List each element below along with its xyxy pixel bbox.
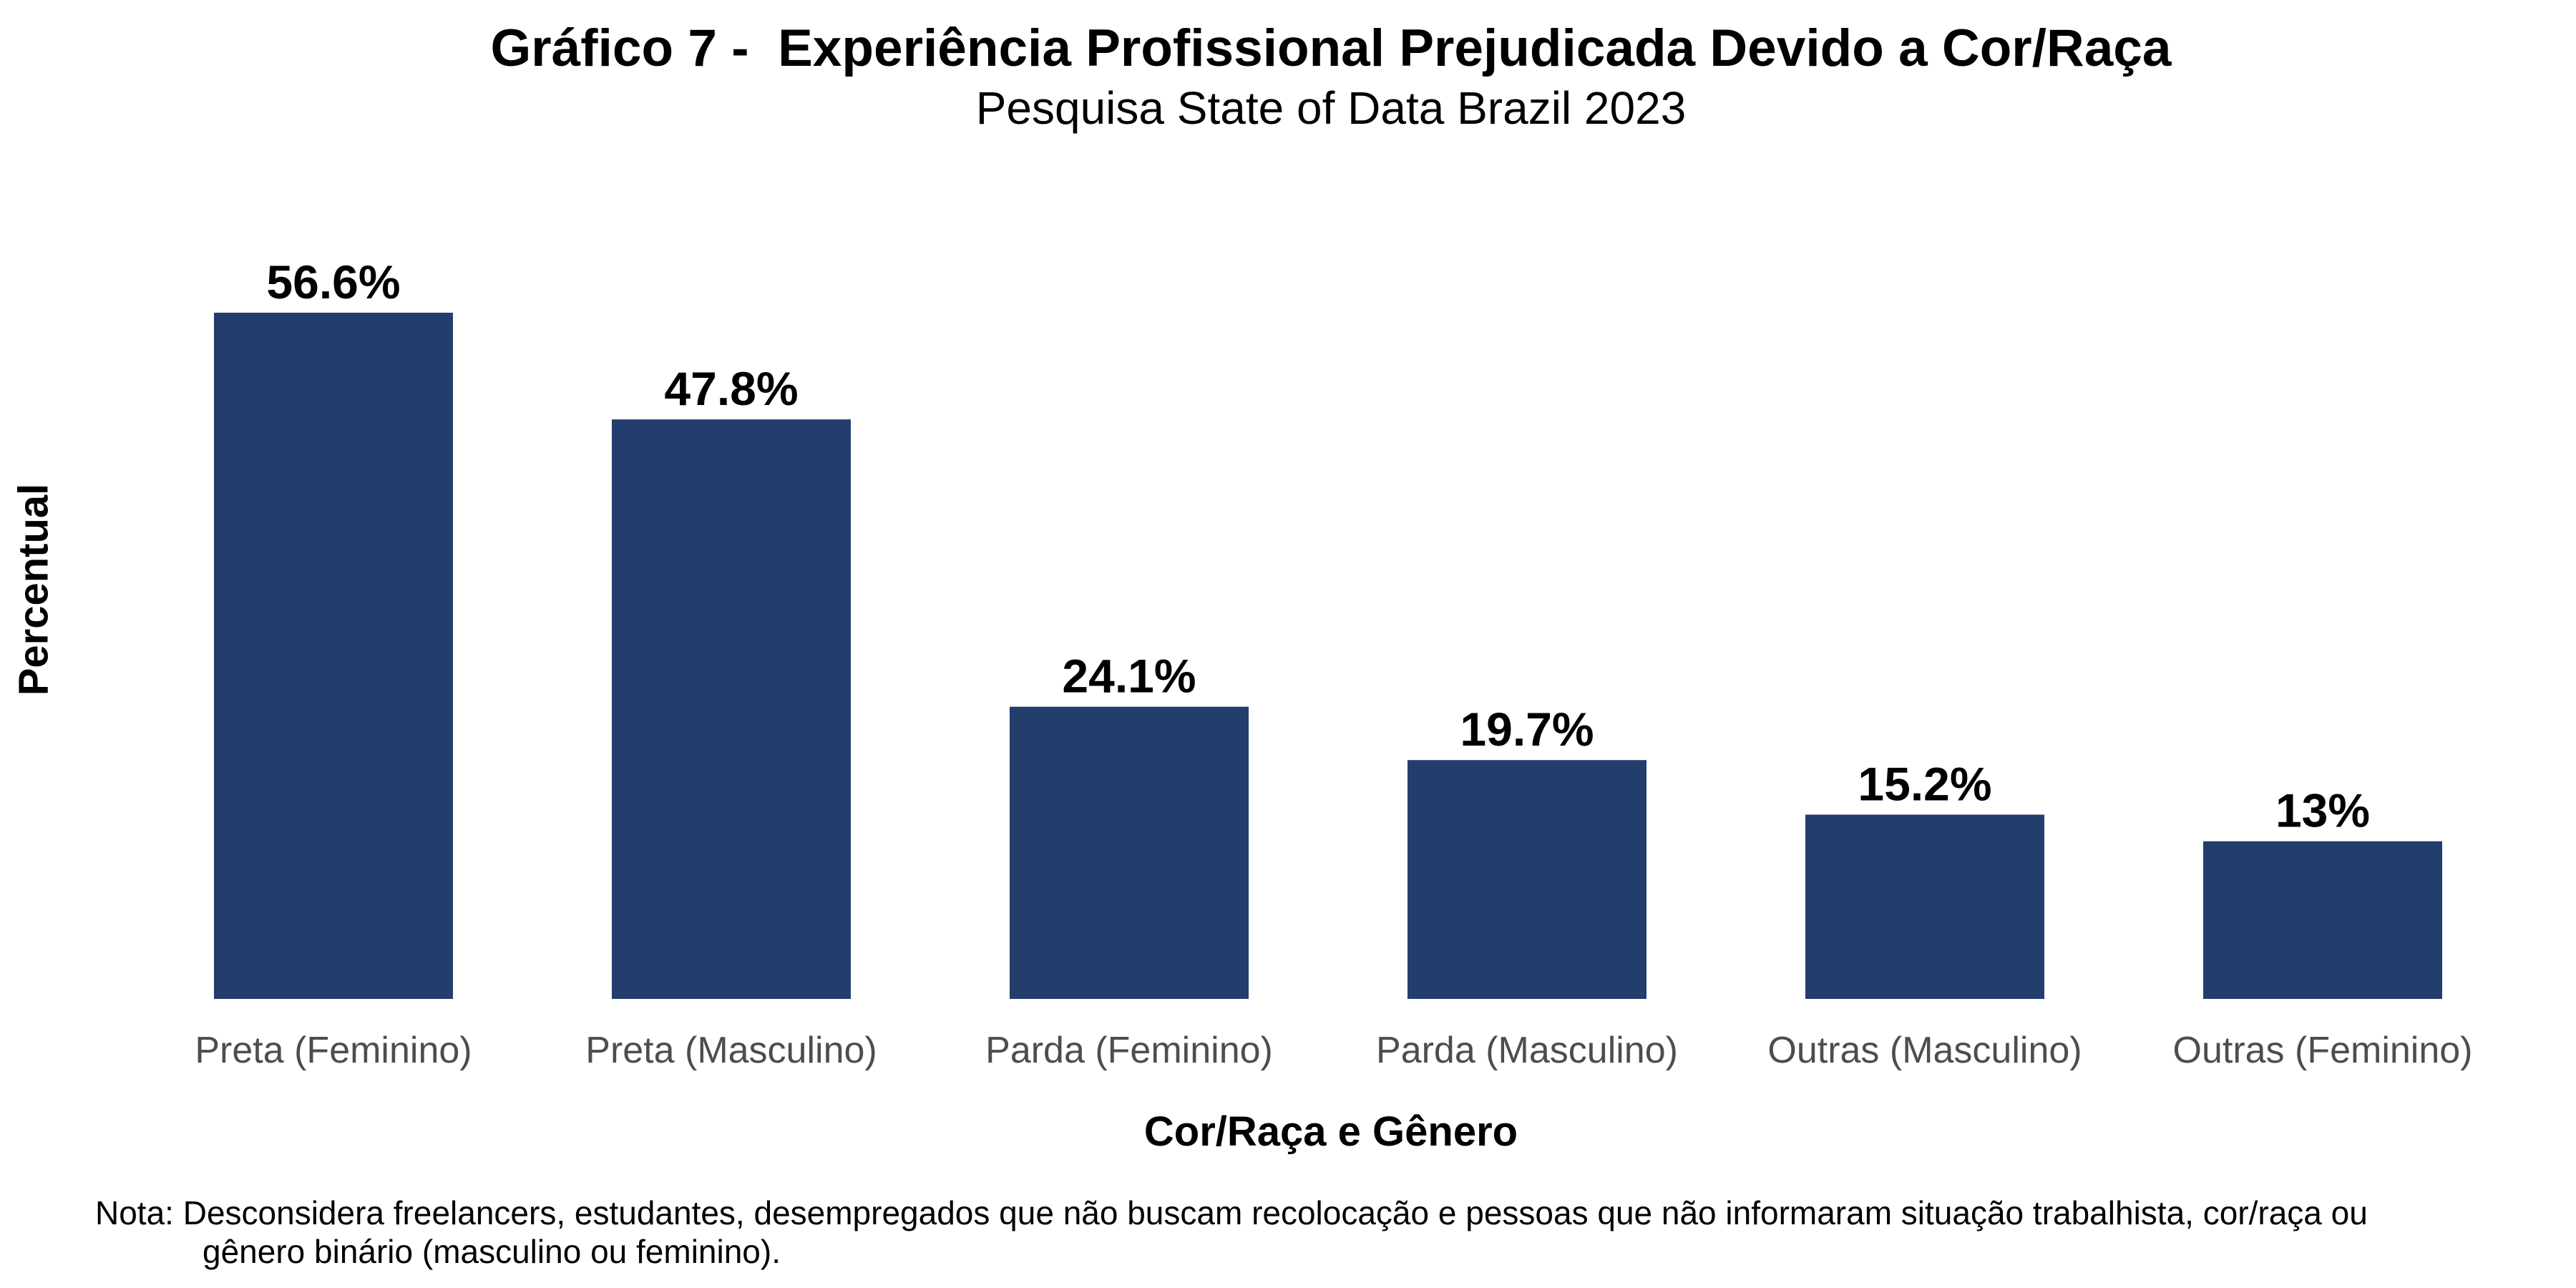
bars-group — [214, 313, 2442, 999]
footnote-line-2: gênero binário (masculino ou feminino). — [203, 1233, 781, 1270]
footnote-line-1: Nota: Desconsidera freelancers, estudant… — [95, 1194, 2368, 1231]
chart-subtitle: Pesquisa State of Data Brazil 2023 — [975, 82, 1687, 134]
bar-2 — [612, 419, 851, 999]
chart-title: Gráfico 7 - Experiência Profissional Pre… — [490, 19, 2172, 77]
x-tick-label-4: Parda (Masculino) — [1376, 1030, 1678, 1071]
x-tick-label-3: Parda (Feminino) — [985, 1030, 1273, 1071]
x-axis-label: Cor/Raça e Gênero — [1143, 1108, 1518, 1155]
y-axis-label: Percentual — [10, 483, 57, 696]
bar-4 — [1407, 760, 1646, 999]
bar-5 — [1805, 814, 2044, 999]
x-tick-label-2: Preta (Masculino) — [585, 1030, 877, 1071]
data-label-5: 15.2% — [1858, 757, 1991, 810]
data-label-6: 13% — [2275, 784, 2370, 837]
data-labels-group: 56.6% 47.8% 24.1% 19.7% 15.2% 13% — [266, 255, 2370, 837]
bar-1 — [214, 313, 453, 999]
x-tick-label-1: Preta (Feminino) — [195, 1030, 472, 1071]
x-tick-label-6: Outras (Feminino) — [2173, 1030, 2473, 1071]
data-label-4: 19.7% — [1460, 703, 1594, 756]
data-label-1: 56.6% — [266, 255, 400, 308]
x-tick-label-5: Outras (Masculino) — [1767, 1030, 2082, 1071]
x-tick-labels-group: Preta (Feminino) Preta (Masculino) Parda (… — [195, 1030, 2472, 1071]
footnote: Nota: Desconsidera freelancers, estudant… — [95, 1194, 2571, 1271]
data-label-2: 47.8% — [664, 362, 798, 415]
bar-3 — [1010, 706, 1249, 999]
bar-6 — [2203, 841, 2442, 999]
data-label-3: 24.1% — [1062, 650, 1196, 703]
